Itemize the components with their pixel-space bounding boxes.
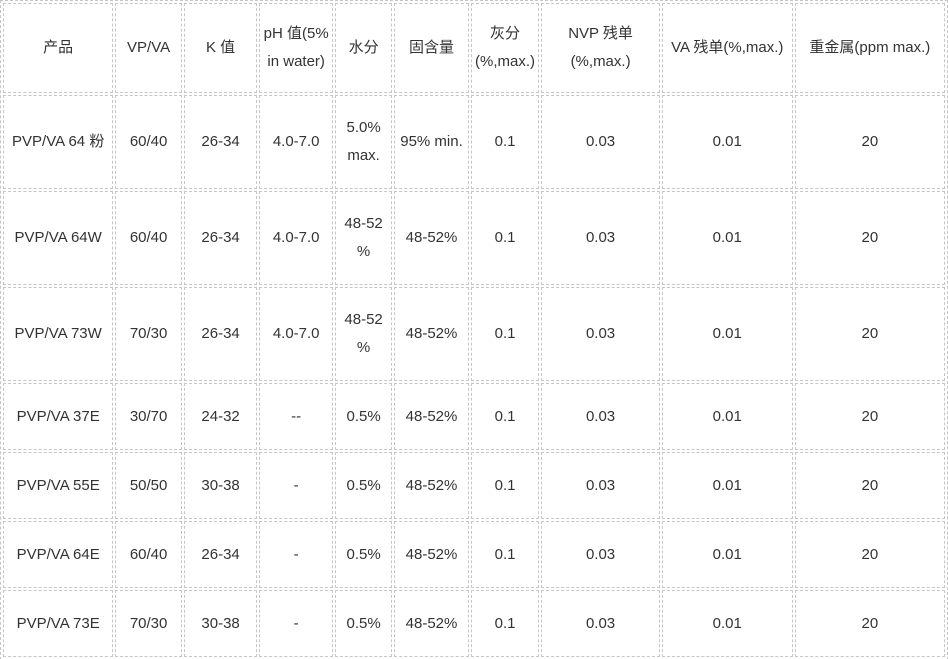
cell-nvp-residual: 0.03 (541, 191, 660, 285)
cell-ph-value: 4.0-7.0 (259, 95, 333, 189)
cell-solid-content: 95% min. (394, 95, 469, 189)
cell-moisture: 0.5% (334, 590, 393, 657)
cell-k-value: 24-32 (183, 383, 258, 450)
cell-moisture: 5.0% max. (334, 95, 393, 189)
cell-ash: 0.1 (470, 590, 540, 657)
cell-k-value: 26-34 (183, 95, 258, 189)
cell-nvp-residual: 0.03 (541, 95, 660, 189)
cell-heavy-metals: 20 (794, 590, 945, 657)
cell-heavy-metals: 20 (794, 452, 945, 519)
cell-solid-content: 48-52% (394, 590, 469, 657)
cell-nvp-residual: 0.03 (541, 521, 660, 588)
cell-moisture: 0.5% (334, 521, 393, 588)
cell-heavy-metals: 20 (794, 521, 945, 588)
cell-ash: 0.1 (470, 452, 540, 519)
column-header-moisture: 水分 (334, 3, 393, 93)
cell-k-value: 30-38 (183, 590, 258, 657)
cell-product: PVP/VA 73E (3, 590, 114, 657)
cell-solid-content: 48-52% (394, 287, 469, 381)
cell-va-residual: 0.01 (661, 590, 793, 657)
cell-ph-value: - (259, 521, 333, 588)
cell-ash: 0.1 (470, 95, 540, 189)
cell-moisture: 0.5% (334, 452, 393, 519)
cell-heavy-metals: 20 (794, 383, 945, 450)
cell-ph-value: -- (259, 383, 333, 450)
cell-ash: 0.1 (470, 191, 540, 285)
table-row: PVP/VA 64E 60/40 26-34 - 0.5% 48-52% 0.1… (3, 521, 945, 588)
cell-product: PVP/VA 73W (3, 287, 114, 381)
cell-ph-value: - (259, 590, 333, 657)
column-header-product: 产品 (3, 3, 114, 93)
cell-va-residual: 0.01 (661, 95, 793, 189)
cell-heavy-metals: 20 (794, 287, 945, 381)
table-row: PVP/VA 73E 70/30 30-38 - 0.5% 48-52% 0.1… (3, 590, 945, 657)
column-header-solid-content: 固含量 (394, 3, 469, 93)
cell-heavy-metals: 20 (794, 95, 945, 189)
column-header-vp-va: VP/VA (115, 3, 182, 93)
cell-vp-va: 30/70 (115, 383, 182, 450)
cell-vp-va: 50/50 (115, 452, 182, 519)
table-row: PVP/VA 73W 70/30 26-34 4.0-7.0 48-52 % 4… (3, 287, 945, 381)
cell-solid-content: 48-52% (394, 452, 469, 519)
column-header-va-residual: VA 残单(%,max.) (661, 3, 793, 93)
cell-ash: 0.1 (470, 521, 540, 588)
cell-nvp-residual: 0.03 (541, 287, 660, 381)
column-header-ash: 灰分 (%,max.) (470, 3, 540, 93)
column-header-heavy-metals: 重金属(ppm max.) (794, 3, 945, 93)
cell-moisture: 48-52 % (334, 287, 393, 381)
cell-va-residual: 0.01 (661, 452, 793, 519)
cell-ash: 0.1 (470, 287, 540, 381)
cell-solid-content: 48-52% (394, 191, 469, 285)
cell-ph-value: 4.0-7.0 (259, 287, 333, 381)
cell-vp-va: 70/30 (115, 590, 182, 657)
header-row: 产品 VP/VA K 值 pH 值(5% in water) 水分 固含量 灰分… (3, 3, 945, 93)
cell-product: PVP/VA 64 粉 (3, 95, 114, 189)
cell-k-value: 26-34 (183, 191, 258, 285)
cell-va-residual: 0.01 (661, 383, 793, 450)
cell-ph-value: - (259, 452, 333, 519)
cell-moisture: 48-52 % (334, 191, 393, 285)
cell-product: PVP/VA 55E (3, 452, 114, 519)
cell-k-value: 30-38 (183, 452, 258, 519)
table-row: PVP/VA 37E 30/70 24-32 -- 0.5% 48-52% 0.… (3, 383, 945, 450)
cell-va-residual: 0.01 (661, 191, 793, 285)
cell-va-residual: 0.01 (661, 521, 793, 588)
column-header-nvp-residual: NVP 残单 (%,max.) (541, 3, 660, 93)
cell-product: PVP/VA 37E (3, 383, 114, 450)
cell-solid-content: 48-52% (394, 521, 469, 588)
cell-va-residual: 0.01 (661, 287, 793, 381)
cell-heavy-metals: 20 (794, 191, 945, 285)
cell-nvp-residual: 0.03 (541, 452, 660, 519)
column-header-k-value: K 值 (183, 3, 258, 93)
cell-ph-value: 4.0-7.0 (259, 191, 333, 285)
cell-k-value: 26-34 (183, 521, 258, 588)
column-header-ph-value: pH 值(5% in water) (259, 3, 333, 93)
cell-product: PVP/VA 64W (3, 191, 114, 285)
cell-moisture: 0.5% (334, 383, 393, 450)
table-row: PVP/VA 64W 60/40 26-34 4.0-7.0 48-52 % 4… (3, 191, 945, 285)
cell-vp-va: 60/40 (115, 191, 182, 285)
cell-ash: 0.1 (470, 383, 540, 450)
cell-vp-va: 60/40 (115, 95, 182, 189)
table-row: PVP/VA 55E 50/50 30-38 - 0.5% 48-52% 0.1… (3, 452, 945, 519)
cell-k-value: 26-34 (183, 287, 258, 381)
cell-product: PVP/VA 64E (3, 521, 114, 588)
table-row: PVP/VA 64 粉 60/40 26-34 4.0-7.0 5.0% max… (3, 95, 945, 189)
cell-nvp-residual: 0.03 (541, 383, 660, 450)
cell-vp-va: 60/40 (115, 521, 182, 588)
cell-nvp-residual: 0.03 (541, 590, 660, 657)
cell-solid-content: 48-52% (394, 383, 469, 450)
cell-vp-va: 70/30 (115, 287, 182, 381)
